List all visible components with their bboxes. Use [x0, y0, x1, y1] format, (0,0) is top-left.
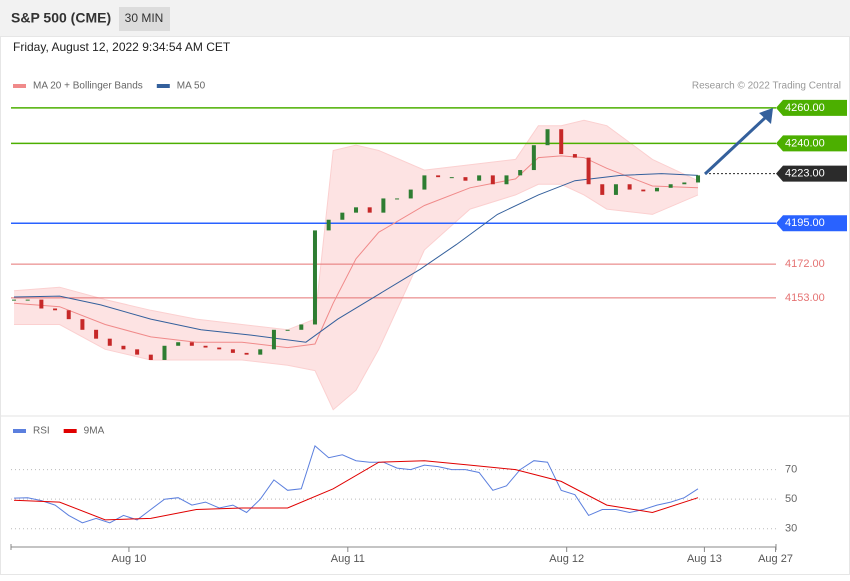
candle	[490, 175, 495, 185]
legend-label: RSI	[33, 426, 50, 437]
candle	[531, 145, 536, 171]
x-tick-label: Aug 27	[758, 553, 793, 565]
candle	[258, 349, 263, 355]
price-chart: 4260.00 4240.00 4223.00 4195.00 4172.00 4153.…	[11, 81, 847, 411]
candle	[285, 329, 290, 331]
candle	[162, 345, 167, 360]
candle	[230, 349, 235, 353]
candle	[696, 175, 701, 183]
candle	[600, 184, 605, 195]
level-label: 4240.00	[785, 137, 825, 149]
y-tick-label: 30	[785, 523, 797, 535]
candle	[94, 329, 99, 339]
bollinger-lower	[14, 183, 699, 411]
level-label: 4172.00	[785, 258, 825, 270]
candle	[340, 212, 345, 220]
candle	[682, 182, 687, 185]
legend-label: 9MA	[84, 426, 105, 437]
candle	[518, 170, 523, 176]
date: Friday, August 12, 2022 9:34:54 AM CET	[13, 40, 231, 54]
level-tag	[776, 99, 847, 116]
level-label: 4153.00	[785, 292, 825, 304]
credit: Research © 2022 Trading Central	[692, 81, 841, 92]
candle	[668, 184, 673, 188]
candle	[504, 175, 509, 185]
candle	[299, 324, 304, 330]
candle	[217, 347, 222, 350]
candle	[613, 184, 618, 195]
candle	[271, 329, 276, 350]
candle	[80, 319, 85, 330]
candle	[408, 189, 413, 199]
x-tick-label: Aug 11	[331, 553, 365, 565]
x-tick-label: Aug 13	[687, 553, 722, 565]
level-tag	[776, 165, 847, 182]
forecast-arrow	[703, 115, 768, 176]
interval[interactable]: 30 MIN	[125, 11, 164, 25]
candle	[436, 175, 441, 178]
candle	[477, 175, 482, 181]
legend-label: MA 50	[177, 81, 206, 92]
candle	[312, 230, 317, 325]
bollinger-upper	[13, 119, 699, 331]
x-tick-label: Aug 12	[549, 553, 584, 565]
candle	[66, 310, 71, 320]
y-tick-label: 50	[785, 493, 797, 505]
candle	[586, 157, 591, 185]
indicator-line	[13, 460, 699, 521]
candle	[107, 338, 112, 346]
candle	[545, 129, 550, 146]
interval-box[interactable]	[119, 7, 170, 31]
candle	[572, 154, 577, 158]
candle	[559, 129, 564, 155]
legend-swatch	[63, 429, 77, 433]
candle	[176, 342, 181, 346]
candle	[12, 299, 17, 301]
candle	[354, 207, 359, 213]
candle	[641, 189, 646, 192]
candle	[654, 187, 659, 192]
legend-swatch	[156, 84, 170, 88]
candle	[381, 198, 386, 213]
candle	[627, 184, 632, 190]
y-tick-label: 70	[785, 463, 797, 475]
candle	[367, 207, 372, 213]
bollinger-fill	[14, 120, 699, 410]
candle	[53, 308, 58, 311]
candle	[121, 345, 126, 350]
candle	[463, 177, 468, 181]
candle	[422, 175, 427, 190]
rsi-chart: 30 50 70 Aug 10 Aug 11 Aug 12 Aug 13 Aug 27 RSI 9…	[10, 426, 797, 565]
candle	[25, 299, 30, 301]
symbol: S&P 500 (CME)	[11, 10, 111, 26]
candle	[148, 354, 153, 360]
candle	[189, 342, 194, 346]
candle	[395, 198, 400, 200]
level-label: 4223.00	[785, 168, 825, 180]
legend-swatch	[13, 429, 26, 433]
level-label: 4260.00	[785, 102, 825, 114]
indicator-line	[13, 445, 699, 524]
level-tag	[776, 135, 847, 152]
candle	[449, 177, 454, 179]
level-tag	[776, 215, 847, 232]
candle	[244, 352, 249, 355]
legend-swatch	[13, 84, 26, 88]
candle	[135, 349, 140, 355]
candle	[203, 345, 208, 348]
level-label: 4195.00	[785, 217, 825, 229]
candle	[326, 219, 331, 231]
legend-label: MA 20 + Bollinger Bands	[33, 81, 143, 92]
candle	[39, 299, 44, 309]
forecast-arrowhead	[759, 108, 773, 124]
x-tick-label: Aug 10	[111, 553, 146, 565]
moving-average	[13, 155, 699, 349]
